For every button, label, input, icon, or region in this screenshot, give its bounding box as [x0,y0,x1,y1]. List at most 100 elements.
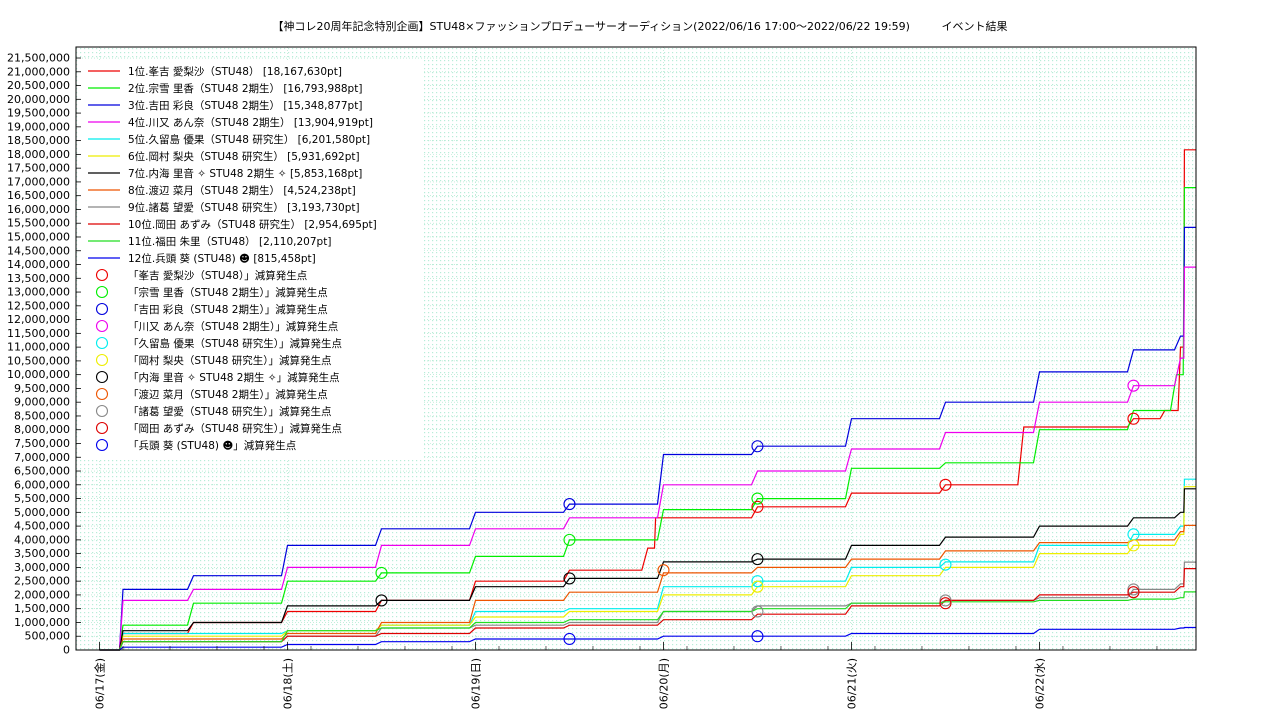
y-tick-label: 10,500,000 [7,354,70,367]
y-tick-label: 18,000,000 [7,148,70,161]
y-tick-label: 5,000,000 [14,506,70,519]
y-tick-label: 1,500,000 [14,602,70,615]
series-line-7 [99,488,1196,651]
legend-marker-swatch [95,387,109,401]
x-tick-label: 06/21(火) [845,658,858,709]
legend-label: 1位.峯吉 愛梨沙（STU48） [18,167,630pt] [128,65,342,78]
y-tick-label: 20,000,000 [7,93,70,106]
marker-point-2 [563,533,576,546]
marker-point-1 [939,478,952,491]
legend-marker-swatch [95,285,109,299]
legend-label: 7位.内海 里音 ✧ STU48 2期生 ✧ [5,853,168pt] [128,167,362,180]
x-tick-label: 06/17(金) [92,658,106,709]
series-line-2 [99,187,1196,651]
legend-label: 9位.諸葛 望愛（STU48 研究生） [3,193,730pt] [128,201,360,214]
legend-marker-label: 「峯吉 愛梨沙（STU48）」減算発生点 [128,269,307,282]
legend-label: 3位.吉田 彩良（STU48 2期生） [15,348,877pt] [128,99,362,112]
marker-point-7 [751,553,764,566]
y-tick-label: 6,000,000 [14,478,70,491]
y-tick-label: 16,500,000 [7,189,70,202]
legend-marker-label: 「諸葛 望愛（STU48 研究生）」減算発生点 [128,405,332,418]
legend-marker-label: 「内海 里音 ✧ STU48 2期生 ✧」減算発生点 [128,371,340,384]
chart-title-main: 【神コレ20周年記念特別企画】STU48×ファッションプロデューサーオーディショ… [272,20,910,33]
legend-marker-swatch [95,404,109,418]
y-tick-label: 16,000,000 [7,203,70,216]
legend-label: 2位.宗雪 里香（STU48 2期生） [16,793,988pt] [128,82,362,95]
y-tick-label: 19,500,000 [7,107,70,120]
y-tick-label: 2,000,000 [14,588,70,601]
legend-marker-swatch [95,319,109,333]
y-tick-label: 8,000,000 [14,423,70,436]
series-line-11 [99,591,1196,651]
marker-point-3 [751,440,764,453]
y-tick-label: 8,500,000 [14,409,70,422]
legend-marker-swatch [95,353,109,367]
series-line-8 [99,524,1196,651]
y-tick-label: 11,000,000 [7,341,70,354]
y-tick-label: 13,500,000 [7,272,70,285]
marker-point-6 [1127,539,1140,552]
y-tick-label: 19,000,000 [7,120,70,133]
legend-label: 12位.兵頭 葵 (STU48) ☻ [815,458pt] [128,252,316,265]
y-tick-label: 4,000,000 [14,533,70,546]
y-tick-label: 1,000,000 [14,616,70,629]
marker-point-10 [1127,586,1140,599]
legend-label: 8位.渡辺 菜月（STU48 2期生） [4,524,238pt] [128,184,356,197]
legend-marker-label: 「宗雪 里香（STU48 2期生）」減算発生点 [128,286,328,299]
marker-point-9 [1127,583,1140,596]
series-line-12 [99,626,1196,651]
series-line-10 [99,568,1196,651]
legend-marker-label: 「岡田 あずみ（STU48 研究生）」減算発生点 [128,422,342,435]
chart-subtitle: イベント結果 [941,20,1008,33]
y-tick-label: 14,500,000 [7,244,70,257]
y-tick-label: 17,500,000 [7,162,70,175]
marker-point-1 [751,500,764,513]
legend-label: 11位.福田 朱里（STU48） [2,110,207pt] [128,235,331,248]
legend-label: 5位.久留島 優果（STU48 研究生） [6,201,580pt] [128,133,370,146]
y-tick-label: 12,500,000 [7,299,70,312]
x-tick-label: 06/18(土) [281,658,294,709]
marker-point-2 [375,566,388,579]
legend-marker-label: 「兵頭 葵 (STU48) ☻」減算発生点 [128,439,296,452]
chart-title: 【神コレ20周年記念特別企画】STU48×ファッションプロデューサーオーディショ… [0,18,1280,34]
y-tick-label: 12,000,000 [7,313,70,326]
legend-marker-swatch [95,336,109,350]
legend-marker-swatch [95,438,109,452]
y-tick-label: 13,000,000 [7,286,70,299]
marker-point-5 [939,558,952,571]
marker-point-10 [939,597,952,610]
y-tick-label: 3,500,000 [14,547,70,560]
y-tick-label: 9,000,000 [14,396,70,409]
marker-point-9 [939,594,952,607]
y-tick-label: 9,500,000 [14,382,70,395]
legend-box [78,60,423,460]
y-tick-label: 20,500,000 [7,79,70,92]
y-tick-label: 7,000,000 [14,451,70,464]
y-tick-label: 21,500,000 [7,52,70,65]
y-tick-label: 15,000,000 [7,230,70,243]
legend-label: 6位.岡村 梨央（STU48 研究生） [5,931,692pt] [128,150,360,163]
legend-marker-swatch [95,370,109,384]
y-tick-label: 14,000,000 [7,258,70,271]
marker-point-11 [751,630,764,643]
marker-point-9 [751,605,764,618]
marker-point-2 [751,492,764,505]
y-tick-label: 3,000,000 [14,561,70,574]
y-tick-label: 18,500,000 [7,134,70,147]
y-tick-label: 500,000 [25,630,71,643]
legend-marker-swatch [95,302,109,316]
plot-frame [75,46,1197,651]
legend-label: 10位.岡田 あずみ（STU48 研究生） [2,954,695pt] [128,218,377,231]
x-tick-label: 06/19(日) [469,658,482,709]
legend-marker-label: 「吉田 彩良（STU48 2期生）」減算発生点 [128,303,328,316]
marker-point-5 [751,575,764,588]
markers-group [375,379,1140,646]
y-tick-label: 2,500,000 [14,575,70,588]
marker-point-8 [657,564,670,577]
x-tick-label: 06/20(月) [657,658,670,709]
legend-marker-label: 「渡辺 菜月（STU48 2期生）」減算発生点 [128,388,328,401]
legend-marker-swatch [95,268,109,282]
x-tick-label: 06/22(水) [1033,658,1046,709]
y-tick-label: 17,000,000 [7,175,70,188]
